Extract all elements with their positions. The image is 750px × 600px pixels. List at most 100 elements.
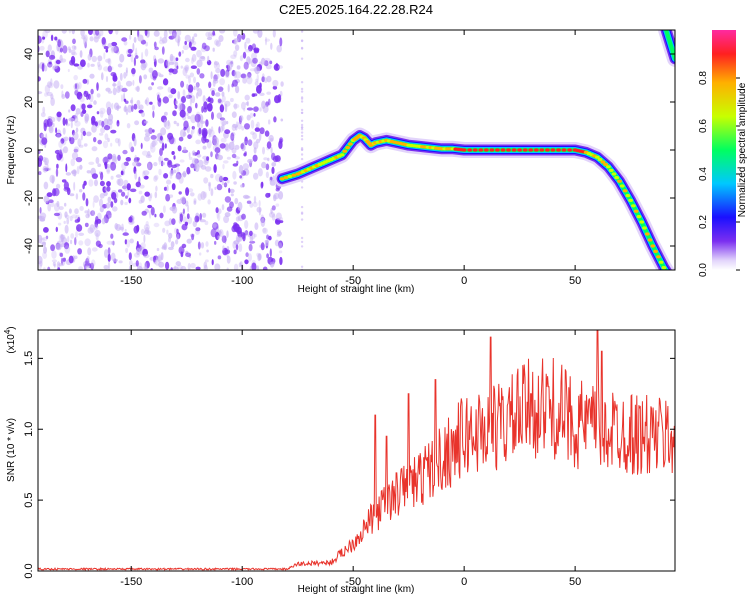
noise-speckle — [175, 261, 181, 267]
noise-speckle — [63, 136, 69, 141]
trace-hotspot — [287, 174, 293, 178]
noise-speckle — [244, 41, 247, 50]
noise-speckle — [174, 265, 177, 270]
noise-speckle — [103, 52, 106, 60]
noise-speckle — [266, 141, 272, 149]
noise-speckle — [233, 70, 238, 79]
snr-y-tick-label: 1.5 — [23, 351, 35, 366]
noise-speckle — [245, 101, 248, 106]
noise-speckle — [256, 265, 260, 270]
noise-speckle — [257, 168, 263, 177]
noise-speckle — [140, 142, 143, 149]
noise-speckle — [158, 168, 162, 176]
noise-speckle — [270, 176, 273, 181]
noise-speckle — [143, 170, 150, 176]
noise-speckle — [217, 154, 223, 161]
noise-speckle — [53, 263, 56, 268]
noise-speckle — [190, 65, 197, 69]
noise-speckle — [110, 142, 113, 147]
noise-speckle — [123, 72, 127, 79]
noise-speckle — [230, 132, 235, 141]
noise-speckle — [156, 247, 160, 252]
noise-speckle — [171, 68, 178, 75]
noise-speckle — [138, 176, 141, 184]
noise-speckle — [129, 34, 132, 40]
noise-speckle — [195, 139, 201, 145]
noise-speckle — [91, 173, 98, 180]
trace-hotspot — [653, 249, 658, 253]
noise-speckle — [154, 174, 159, 181]
noise-speckle — [205, 119, 209, 127]
noise-speckle — [54, 36, 58, 41]
noise-speckle — [186, 213, 190, 220]
noise-speckle — [86, 170, 92, 174]
noise-speckle — [50, 34, 54, 41]
noise-speckle — [260, 242, 265, 251]
noise-speckle — [127, 104, 133, 113]
noise-speckle — [70, 121, 73, 129]
noise-speckle — [99, 193, 105, 199]
noise-speckle — [191, 53, 197, 62]
noise-speckle — [169, 53, 174, 62]
noise-speckle — [182, 208, 185, 214]
noise-speckle — [190, 40, 197, 46]
noise-speckle — [84, 90, 87, 95]
noise-speckle — [40, 241, 47, 245]
noise-speckle — [253, 233, 257, 238]
noise-speckle — [199, 120, 206, 124]
noise-speckle — [193, 162, 198, 170]
noise-speckle — [57, 267, 61, 270]
trace-hotspot — [567, 148, 572, 152]
noise-speckle — [74, 83, 78, 90]
noise-speckle — [128, 197, 132, 204]
noise-speckle — [223, 182, 228, 188]
noise-speckle — [168, 61, 175, 66]
noise-speckle — [77, 138, 82, 147]
noise-speckle — [194, 215, 200, 223]
noise-speckle — [242, 77, 248, 84]
noise-speckle — [43, 65, 48, 72]
noise-speckle — [151, 104, 155, 111]
noise-speckle — [247, 158, 254, 164]
trace-hotspot — [495, 148, 500, 152]
noise-speckle — [153, 162, 158, 167]
noise-speckle — [278, 191, 284, 200]
noise-speckle — [136, 162, 142, 167]
noise-speckle — [85, 198, 89, 207]
noise-speckle — [206, 36, 213, 41]
noise-speckle — [128, 265, 131, 270]
noise-speckle — [300, 265, 304, 268]
noise-speckle — [233, 240, 240, 245]
noise-speckle — [231, 69, 236, 77]
trace-hotspot — [642, 226, 647, 230]
noise-speckle — [259, 127, 265, 135]
noise-speckle — [63, 220, 66, 224]
noise-speckle — [245, 48, 252, 53]
trace-hotspot — [600, 160, 606, 164]
noise-speckle — [218, 126, 221, 134]
noise-speckle — [120, 199, 124, 206]
noise-speckle — [188, 152, 191, 158]
noise-speckle — [56, 152, 62, 161]
noise-speckle — [144, 99, 148, 105]
noise-speckle — [126, 123, 131, 129]
noise-speckle — [178, 102, 183, 112]
noise-speckle — [195, 82, 199, 91]
noise-speckle — [133, 137, 137, 147]
noise-speckle — [59, 252, 64, 258]
noise-speckle — [246, 76, 253, 85]
noise-speckle — [76, 224, 83, 232]
noise-speckle — [181, 196, 186, 205]
snr-x-tick-label: -150 — [120, 576, 142, 588]
noise-speckle — [168, 30, 173, 35]
noise-speckle — [239, 55, 243, 62]
noise-speckle — [300, 211, 304, 214]
noise-speckle — [259, 92, 265, 97]
noise-speckle — [123, 98, 127, 103]
trace-hotspot — [670, 279, 675, 282]
noise-speckle — [271, 162, 277, 167]
snr-multiplier: (x104) — [3, 326, 17, 353]
noise-speckle — [251, 43, 257, 50]
noise-speckle — [253, 195, 257, 204]
snr-x-tick-label: 0 — [461, 576, 467, 588]
